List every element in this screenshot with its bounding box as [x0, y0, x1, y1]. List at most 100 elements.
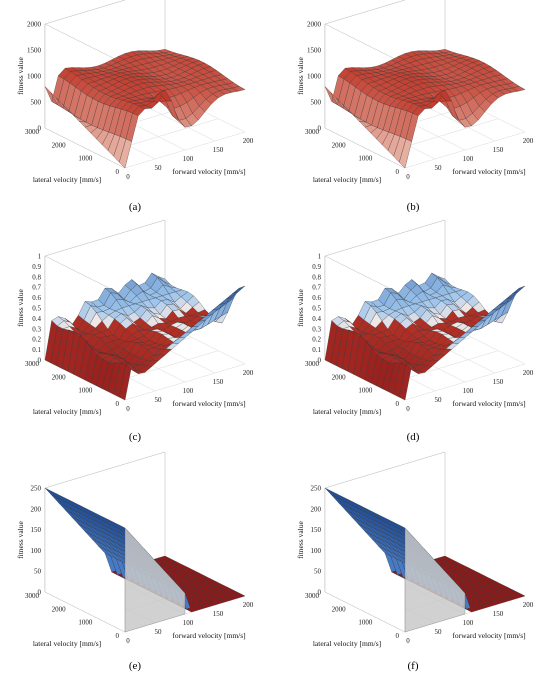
y-axis-label: lateral velocity [mm/s]	[33, 407, 101, 416]
y-tick-label: 2000	[52, 605, 67, 613]
x-axis-label: forward velocity [mm/s]	[452, 631, 525, 640]
z-tick-label: 0.9	[32, 263, 41, 271]
surface-facet	[512, 86, 526, 92]
x-axis-label: forward velocity [mm/s]	[452, 167, 525, 176]
surface-mesh	[44, 49, 246, 169]
x-axis-label: forward velocity [mm/s]	[172, 399, 245, 408]
z-tick-label: 0.2	[312, 336, 321, 344]
x-tick-label: 50	[155, 396, 163, 404]
x-tick-label: 0	[126, 637, 130, 645]
x-tick-label: 200	[523, 137, 534, 145]
z-tick-label: 0	[38, 589, 42, 597]
z-tick-label: 100	[311, 547, 322, 555]
x-tick-label: 150	[213, 146, 224, 154]
wall-side-face	[404, 527, 466, 633]
x-tick-label: 100	[183, 387, 194, 395]
x-tick-label: 100	[183, 155, 194, 163]
z-tick-label: 0	[318, 125, 322, 133]
y-tick-label: 3000	[305, 128, 320, 136]
x-tick-label: 200	[523, 369, 534, 377]
z-axis-label: fitness value	[296, 56, 305, 94]
z-tick-label: 0.5	[32, 305, 41, 313]
y-tick-label: 3000	[25, 360, 40, 368]
x-tick-label: 200	[523, 601, 534, 609]
x-tick-label: 150	[493, 378, 504, 386]
y-tick-label: 0	[396, 168, 400, 176]
z-tick-label: 200	[311, 505, 322, 513]
panel-caption: (a)	[129, 201, 142, 213]
z-tick-label: 150	[31, 526, 42, 534]
x-tick-label: 50	[155, 164, 163, 172]
x-tick-label: 150	[493, 146, 504, 154]
panel-caption: (f)	[408, 660, 419, 672]
z-tick-label: 0.5	[312, 305, 321, 313]
x-tick-label: 100	[183, 619, 194, 627]
z-tick-label: 0	[38, 357, 42, 365]
chart-panel-a: 0501001502000100020003000050010001500200…	[16, 0, 254, 213]
x-tick-label: 200	[243, 137, 254, 145]
x-tick-label: 100	[463, 155, 474, 163]
z-tick-label: 0.7	[32, 284, 41, 292]
chart-panel-c: 050100150200010002000300000.10.20.30.40.…	[16, 219, 254, 443]
y-axis-label: lateral velocity [mm/s]	[33, 175, 101, 184]
chart-panel-f: 0501001502000100020003000050100150200250…	[296, 451, 534, 672]
y-axis-label: lateral velocity [mm/s]	[33, 639, 101, 648]
panel-caption: (e)	[129, 660, 142, 672]
z-tick-label: 0.7	[312, 284, 321, 292]
z-tick-label: 0.3	[312, 325, 321, 333]
y-tick-label: 1000	[78, 619, 93, 627]
surface-facet	[232, 592, 246, 599]
z-tick-label: 0.4	[312, 315, 321, 323]
x-tick-label: 0	[126, 173, 130, 181]
z-tick-label: 1000	[27, 73, 42, 81]
z-tick-label: 2000	[307, 21, 322, 29]
z-axis-label: fitness value	[296, 288, 305, 326]
z-tick-label: 1	[318, 253, 322, 261]
surface-facet	[232, 86, 246, 92]
z-axis-label: fitness value	[16, 56, 25, 94]
z-tick-label: 500	[311, 99, 322, 107]
x-tick-label: 0	[406, 173, 410, 181]
wall-side-face	[124, 527, 186, 633]
z-tick-label: 1500	[307, 47, 322, 55]
z-tick-label: 0.4	[32, 315, 41, 323]
z-tick-label: 100	[31, 547, 42, 555]
x-tick-label: 50	[435, 628, 443, 636]
x-axis-label: forward velocity [mm/s]	[452, 399, 525, 408]
z-axis-label: fitness value	[296, 520, 305, 558]
z-tick-label: 1000	[307, 73, 322, 81]
z-tick-label: 250	[31, 485, 42, 493]
y-tick-label: 1000	[358, 387, 373, 395]
x-tick-label: 150	[213, 610, 224, 618]
y-tick-label: 2000	[332, 373, 347, 381]
y-tick-label: 0	[116, 400, 120, 408]
y-axis-label: lateral velocity [mm/s]	[313, 407, 381, 416]
z-tick-label: 0	[318, 357, 322, 365]
surface-facet	[232, 285, 246, 294]
x-axis-label: forward velocity [mm/s]	[172, 631, 245, 640]
chart-panel-d: 050100150200010002000300000.10.20.30.40.…	[296, 219, 534, 443]
x-tick-label: 0	[126, 405, 130, 413]
y-tick-label: 0	[116, 168, 120, 176]
chart-panel-b: 0501001502000100020003000050010001500200…	[296, 0, 534, 213]
panel-caption: (d)	[407, 431, 420, 443]
z-tick-label: 0.2	[32, 336, 41, 344]
surface-facet	[512, 285, 526, 294]
panel-caption: (c)	[129, 431, 142, 443]
y-tick-label: 3000	[25, 128, 40, 136]
z-tick-label: 0.6	[312, 294, 321, 302]
y-axis-label: lateral velocity [mm/s]	[313, 175, 381, 184]
y-tick-label: 0	[396, 400, 400, 408]
z-tick-label: 2000	[27, 21, 42, 29]
surface-mesh	[324, 49, 526, 169]
x-tick-label: 50	[435, 396, 443, 404]
z-tick-label: 0	[38, 125, 42, 133]
z-axis-label: fitness value	[16, 288, 25, 326]
y-tick-label: 2000	[52, 373, 67, 381]
x-tick-label: 200	[243, 369, 254, 377]
y-axis-label: lateral velocity [mm/s]	[313, 639, 381, 648]
y-tick-label: 1000	[358, 155, 373, 163]
y-tick-label: 1000	[78, 387, 93, 395]
x-axis-label: forward velocity [mm/s]	[172, 167, 245, 176]
